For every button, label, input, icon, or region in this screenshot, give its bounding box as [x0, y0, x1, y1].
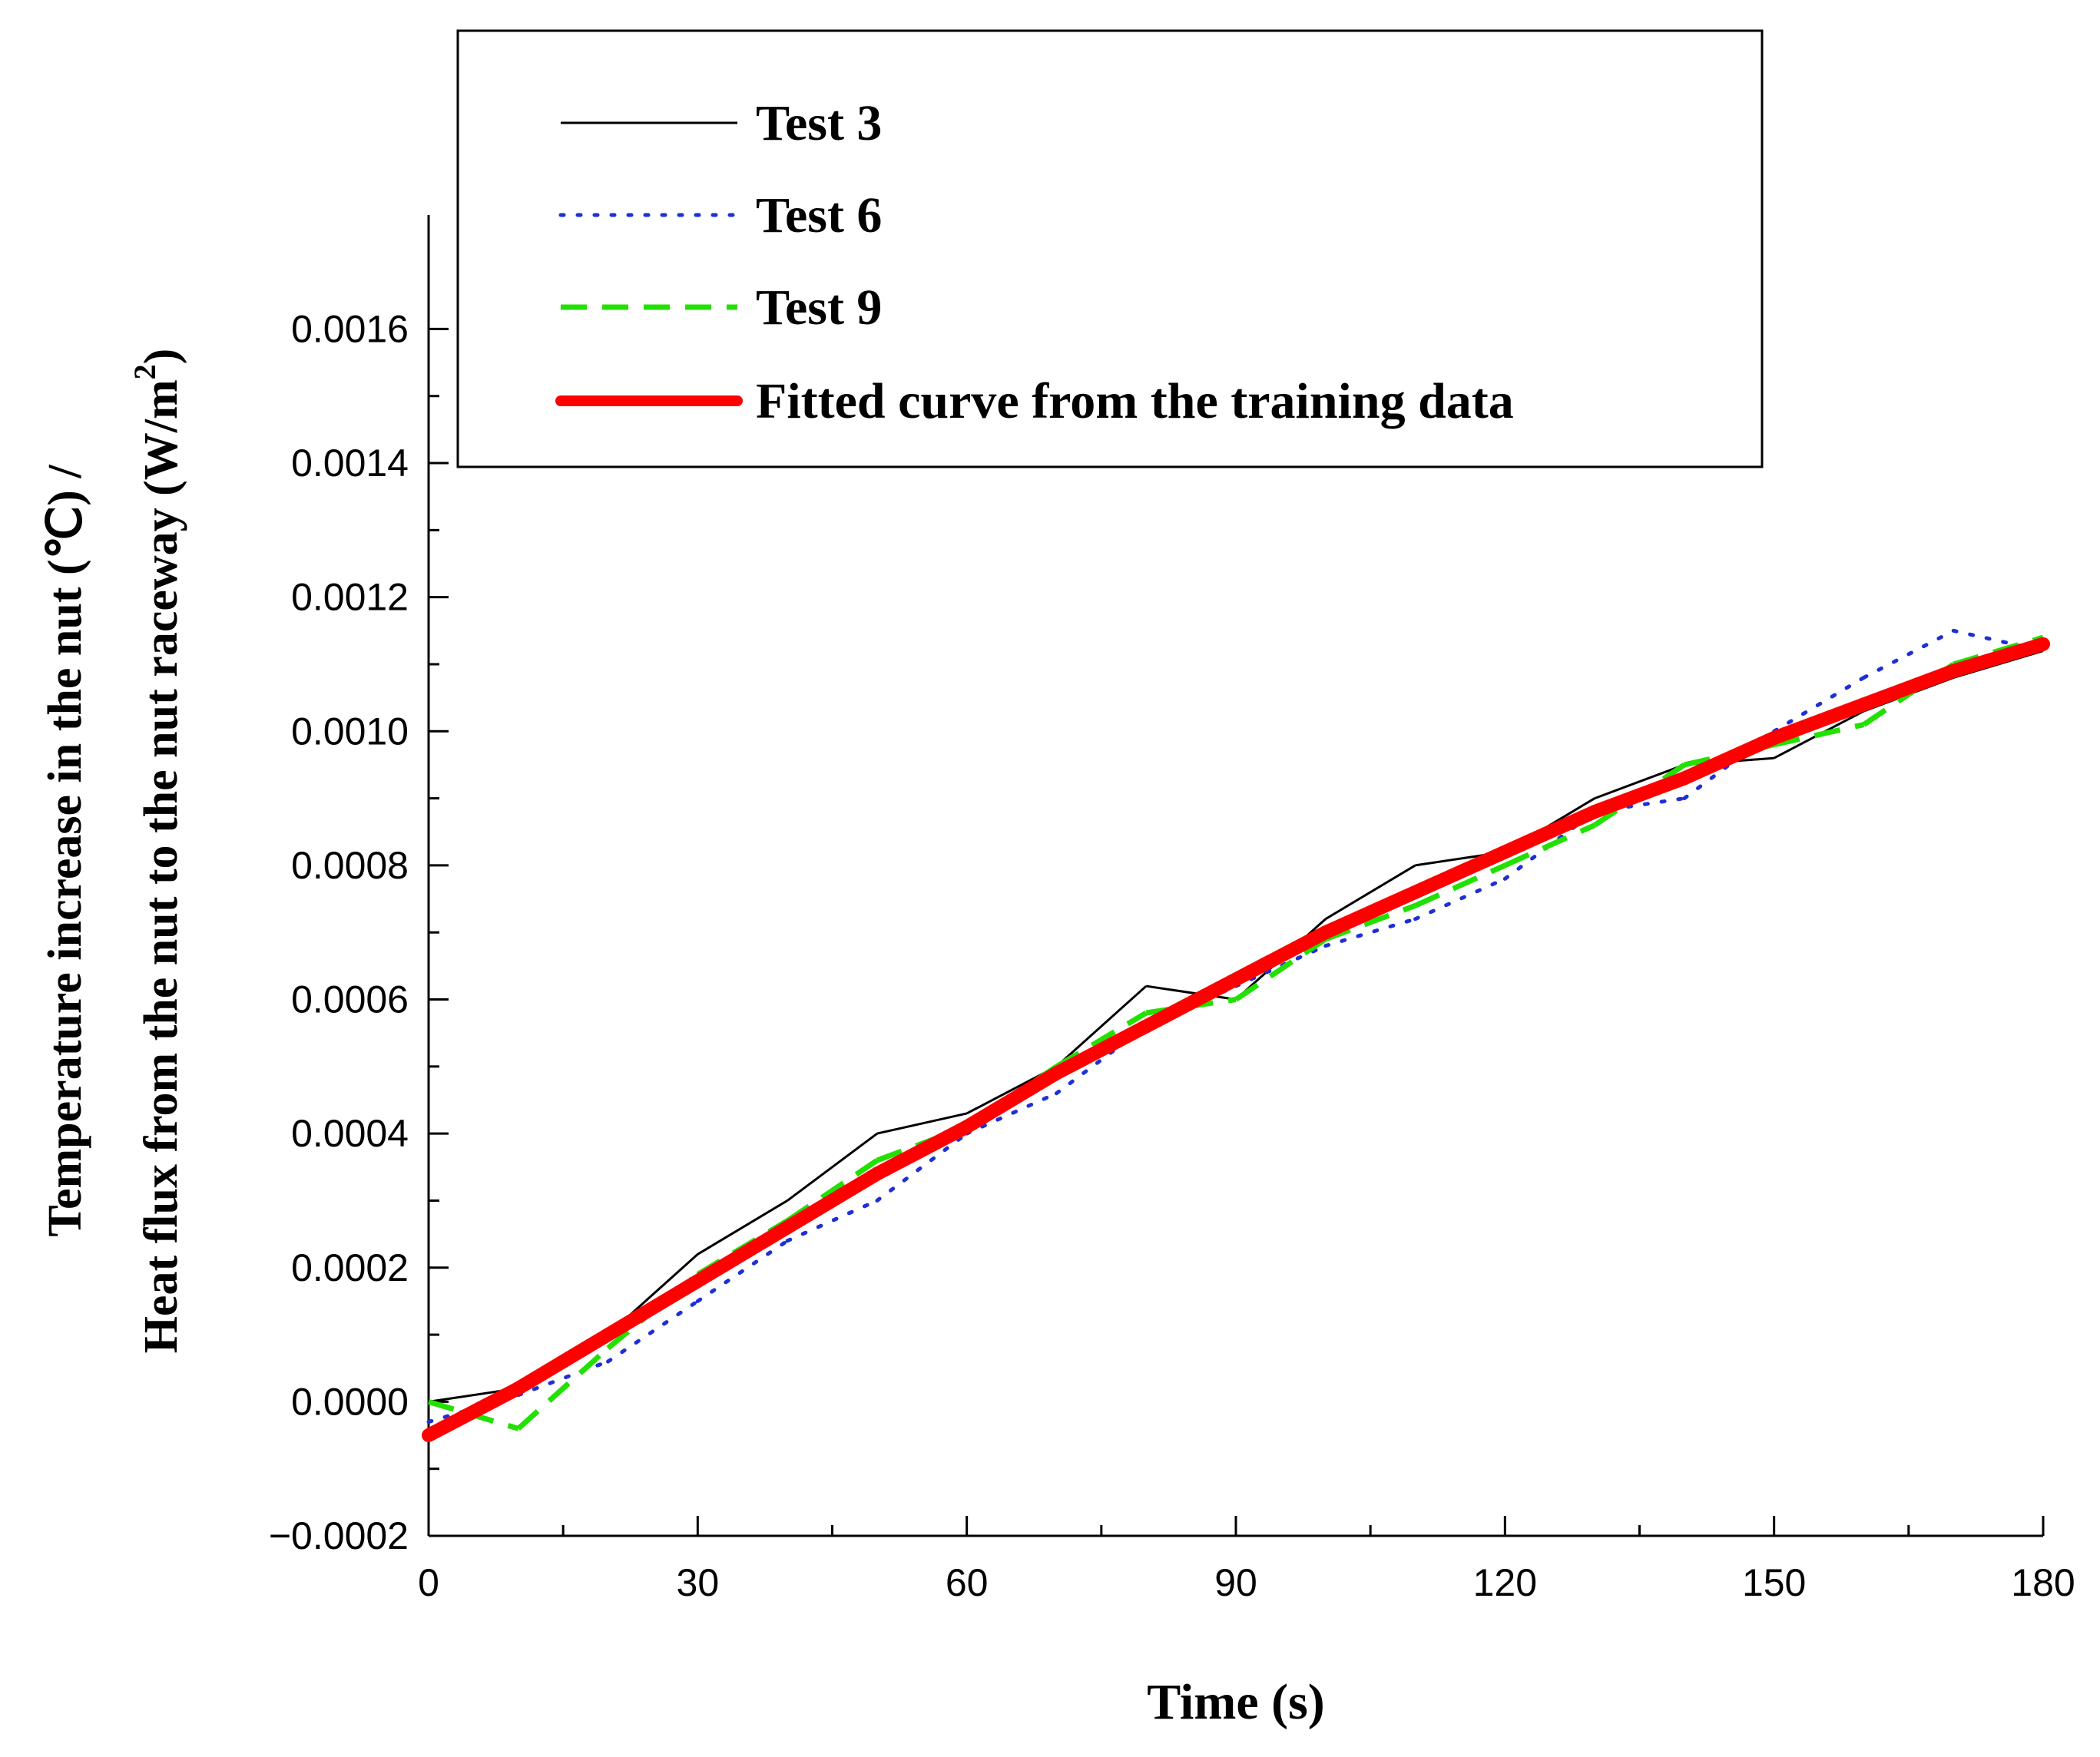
ticks	[427, 327, 2045, 1537]
y-axis-title-line2-main: Heat flux from the nut to the nut racewa…	[135, 379, 187, 1353]
legend-label: Test 9	[756, 280, 882, 336]
series-2-segment	[695, 1239, 790, 1303]
series-2-segment	[1861, 628, 1956, 680]
series-2-segment	[1951, 628, 2045, 653]
y-axis-title-line1: Temperature increase in the nut (℃) /	[39, 465, 91, 1237]
series-4-segment	[1498, 805, 1602, 859]
series-2-segment	[1772, 675, 1866, 733]
y-tick-label: 0.0004	[291, 1112, 409, 1155]
series-4-segment	[601, 1274, 705, 1342]
y-tick-label: 0.0008	[291, 844, 409, 887]
x-tick-label: 90	[1214, 1561, 1257, 1604]
y-tick-label: 0.0002	[291, 1246, 409, 1289]
series-4-segment	[511, 1328, 615, 1395]
y-axis-title-line2: Heat flux from the nut to the nut racewa…	[128, 349, 187, 1354]
series-layer	[422, 628, 2050, 1443]
series-2-segment	[1234, 944, 1328, 988]
legend-label: Fitted curve from the training data	[756, 373, 1514, 429]
y-axis-title-superscript: 2	[128, 364, 162, 379]
y-tick-label: 0.0012	[291, 576, 409, 619]
x-tick-label: 60	[946, 1561, 989, 1604]
y-axis-title-line2-group: Heat flux from the nut to the nut racewa…	[128, 349, 187, 1354]
series-1-segment	[1055, 984, 1148, 1067]
x-tick-label: 30	[677, 1561, 720, 1604]
series-4-segment	[1318, 885, 1423, 940]
x-axis-title: Time (s)	[1147, 1674, 1325, 1730]
y-tick-label: 0.0010	[291, 710, 409, 753]
legend-box	[456, 29, 1764, 468]
series-1-segment	[1325, 864, 1416, 921]
series-3-segment	[1324, 903, 1416, 942]
series-2-segment	[426, 1393, 521, 1424]
y-tick-label: 0.0000	[291, 1380, 409, 1423]
series-4-segment	[1049, 1019, 1154, 1080]
y-tick-label: −0.0002	[269, 1514, 409, 1557]
series-3-segment	[1055, 1010, 1148, 1069]
y-tick-label: 0.0006	[291, 978, 409, 1021]
series-4-segment	[1946, 637, 2050, 678]
series-4-segment	[780, 1166, 884, 1235]
series-4-segment	[691, 1220, 795, 1289]
series-2-segment	[1323, 917, 1418, 948]
x-tick-label: 0	[418, 1561, 439, 1604]
series-2-segment	[1682, 729, 1777, 801]
series-4-segment	[869, 1120, 974, 1181]
y-tick-label: 0.0014	[291, 442, 409, 485]
legend: Test 3 Test 6 Test 9 Fitted curve from the …	[456, 29, 1764, 468]
series-2-segment	[606, 1299, 700, 1364]
series-1-segment	[697, 1199, 788, 1256]
series-4-segment	[1677, 731, 1781, 786]
series-4-segment	[1588, 771, 1691, 819]
series-4-segment	[959, 1066, 1064, 1134]
series-4	[422, 637, 2050, 1443]
series-1-segment	[1146, 984, 1237, 1001]
series-4-segment	[1229, 925, 1333, 987]
tick-labels: 0 30 60 90 120 150 180 −0.0002 0.0000 0.0002 0.000…	[269, 307, 2075, 1604]
series-4-segment	[422, 1381, 525, 1443]
series-2-segment	[965, 1091, 1058, 1136]
series-2-segment	[875, 1131, 969, 1203]
series-2-segment	[1054, 1024, 1148, 1096]
series-3-segment	[1414, 862, 1506, 908]
series-3-segment	[1773, 722, 1865, 748]
series-1-segment	[787, 1132, 878, 1202]
series-2-segment	[785, 1198, 879, 1243]
series-3-segment	[516, 1345, 610, 1431]
legend-label: Test 6	[756, 187, 882, 243]
x-tick-label: 120	[1473, 1561, 1537, 1604]
legend-label: Test 3	[756, 95, 882, 151]
series-2-segment	[516, 1359, 611, 1398]
series-4-segment	[1767, 697, 1871, 746]
y-tick-label: 0.0016	[291, 307, 409, 350]
y-axis-title-close: )	[135, 349, 187, 365]
series-1-segment	[876, 1112, 967, 1135]
x-tick-label: 180	[2011, 1561, 2075, 1604]
series-4-segment	[1139, 972, 1243, 1034]
x-tick-label: 150	[1742, 1561, 1806, 1604]
series-3-segment	[1503, 822, 1596, 869]
y-axis-title-line1-group: Temperature increase in the nut (℃) /	[39, 465, 91, 1237]
series-2-segment	[1413, 876, 1507, 922]
series-4-segment	[1857, 663, 1961, 712]
series-4-segment	[1408, 845, 1512, 899]
series-2	[426, 628, 2045, 1424]
series-2-segment	[1502, 809, 1597, 881]
series-3-segment	[1234, 937, 1327, 1002]
series-1-segment	[1594, 763, 1685, 799]
